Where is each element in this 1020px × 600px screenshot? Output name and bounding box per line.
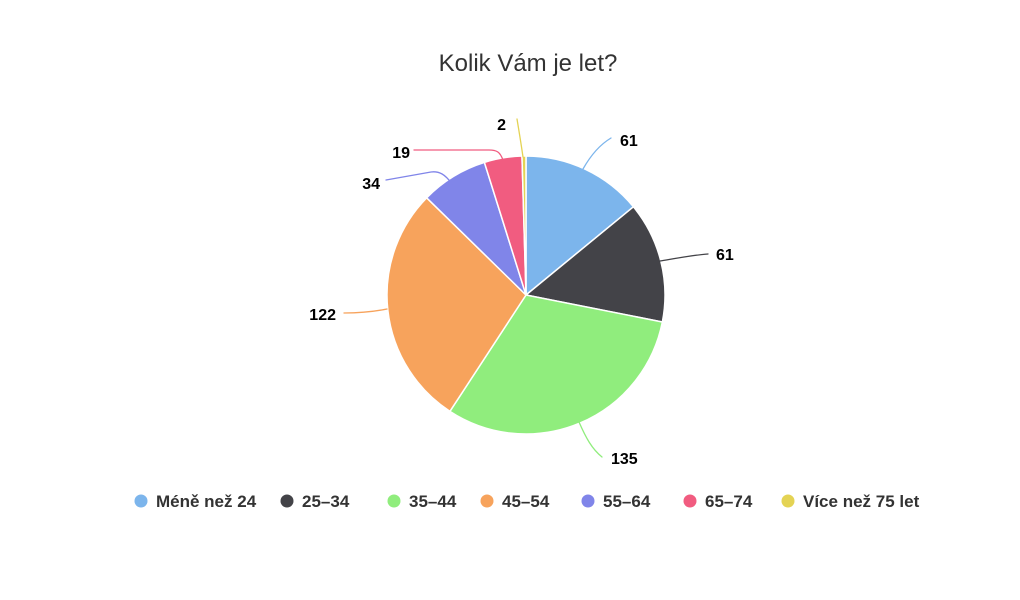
data-label-connector-45-54 — [343, 308, 388, 314]
legend: Méně než 24 25–34 35–44 45–54 55–64 65–74 Více… — [134, 492, 920, 511]
pie-slice-45-54[interactable] — [386, 197, 527, 413]
legend-marker-65-74 — [683, 494, 697, 508]
data-label-connector-65-74 — [413, 149, 504, 161]
legend-marker-25-34 — [280, 494, 294, 508]
legend-label-25-34: 25–34 — [302, 492, 350, 511]
data-label-connector-55-64 — [385, 171, 453, 185]
pie-slices — [386, 155, 666, 435]
data-label-35-44: 135 — [611, 451, 638, 468]
data-label-45-54: 122 — [309, 307, 336, 324]
legend-item-65-74[interactable]: 65–74 — [683, 492, 753, 511]
pie-slice-vice-nez-75-let[interactable] — [521, 155, 527, 296]
legend-marker-vice-nez-75-let — [781, 494, 795, 508]
data-label-connector-35-44 — [578, 421, 603, 458]
data-labels: 61 61 135 122 34 19 2 — [309, 117, 734, 468]
data-label-65-74: 19 — [392, 145, 410, 162]
legend-marker-mene-nez-24 — [134, 494, 148, 508]
data-label-55-64: 34 — [362, 176, 380, 193]
legend-item-55-64[interactable]: 55–64 — [581, 492, 651, 511]
pie-slice-mene-nez-24[interactable] — [525, 155, 635, 296]
data-label-25-34: 61 — [716, 247, 734, 264]
data-label-connector-vice-nez-75-let — [516, 118, 524, 158]
legend-label-mene-nez-24: Méně než 24 — [156, 492, 257, 511]
legend-label-35-44: 35–44 — [409, 492, 457, 511]
legend-item-35-44[interactable]: 35–44 — [387, 492, 457, 511]
legend-item-25-34[interactable]: 25–34 — [280, 492, 350, 511]
legend-label-45-54: 45–54 — [502, 492, 550, 511]
legend-marker-55-64 — [581, 494, 595, 508]
legend-label-65-74: 65–74 — [705, 492, 753, 511]
chart-title: Kolik Vám je let? — [439, 50, 618, 77]
data-label-vice-nez-75-let: 2 — [497, 117, 506, 134]
data-label-connector-mene-nez-24 — [582, 137, 612, 170]
legend-marker-35-44 — [387, 494, 401, 508]
data-label-connectors — [343, 118, 709, 458]
legend-marker-45-54 — [480, 494, 494, 508]
data-label-mene-nez-24: 61 — [620, 133, 638, 150]
legend-item-vice-nez-75-let[interactable]: Více než 75 let — [781, 492, 920, 511]
legend-label-vice-nez-75-let: Více než 75 let — [803, 492, 920, 511]
data-label-connector-25-34 — [659, 253, 709, 262]
legend-item-45-54[interactable]: 45–54 — [480, 492, 550, 511]
legend-item-mene-nez-24[interactable]: Méně než 24 — [134, 492, 257, 511]
legend-label-55-64: 55–64 — [603, 492, 651, 511]
